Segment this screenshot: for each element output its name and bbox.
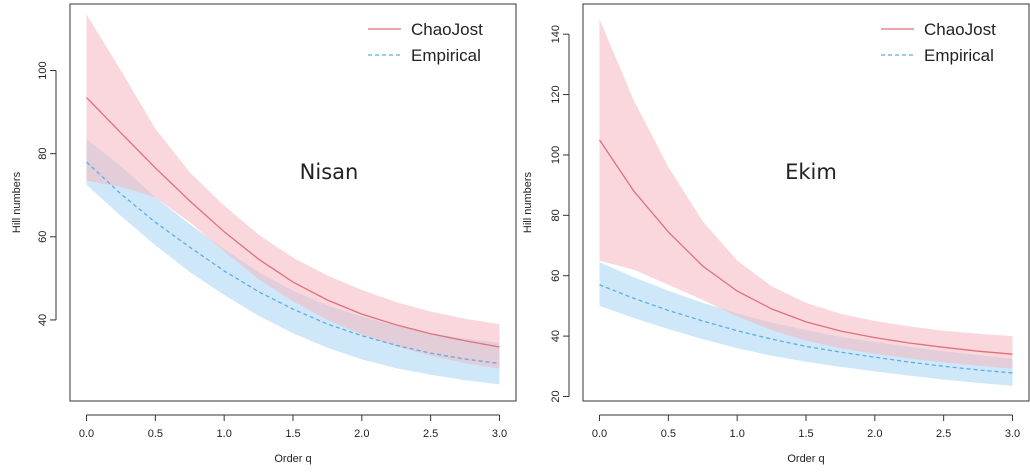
x-tick-label: 2.0: [354, 428, 369, 440]
y-tick-label: 60: [37, 231, 49, 243]
x-tick-label: 0.5: [148, 428, 163, 440]
y-tick-label: 60: [550, 270, 562, 282]
x-tick-label: 0.0: [592, 428, 607, 440]
x-axis-title: Order q: [274, 453, 311, 465]
x-tick-label: 1.5: [798, 428, 813, 440]
confidence-band-chaojost: [599, 19, 1013, 369]
x-tick-label: 0.0: [79, 428, 94, 440]
chart-panel-1: 0.0 0.5 1.0 1.5 2.0 2.5 3.0 40 60 80 100 Order q Hil…: [11, 3, 517, 465]
y-tick-label: 80: [37, 148, 49, 160]
panel-title: Ekim: [785, 160, 837, 184]
x-tick-label: 2.5: [936, 428, 951, 440]
legend-label-empirical: Empirical: [411, 46, 481, 65]
chart-panel-2: 0.0 0.5 1.0 1.5 2.0 2.5 3.0 20 40 60 80 100 120 140 Or…: [522, 3, 1030, 465]
plot-frame: [69, 3, 517, 402]
x-tick-label: 1.0: [730, 428, 745, 440]
x-tick-label: 1.5: [285, 428, 300, 440]
x-tick-label: 2.0: [867, 428, 882, 440]
x-tick-label: 1.0: [217, 428, 232, 440]
x-axis-title: Order q: [787, 453, 824, 465]
x-tick-label: 3.0: [1005, 428, 1020, 440]
y-axis-title: Hill numbers: [522, 171, 534, 233]
confidence-band-chaojost: [86, 14, 500, 369]
y-tick-label: 120: [550, 85, 562, 103]
legend-label-chaojost: ChaoJost: [411, 20, 483, 39]
y-tick-label: 40: [37, 314, 49, 326]
y-tick-label: 20: [550, 390, 562, 402]
x-tick-label: 3.0: [492, 428, 507, 440]
series-line-chaojost: [598, 139, 1013, 355]
series-line-chaojost: [86, 97, 500, 348]
series-line-empirical: [86, 161, 500, 365]
y-axis-title: Hill numbers: [11, 171, 23, 233]
legend-label-empirical: Empirical: [924, 46, 994, 65]
y-tick-label: 80: [550, 209, 562, 221]
x-tick-label: 0.5: [661, 428, 676, 440]
legend-label-chaojost: ChaoJost: [924, 20, 996, 39]
y-tick-label: 140: [550, 25, 562, 43]
series-line-empirical: [599, 284, 1013, 374]
plot-frame: [582, 3, 1030, 402]
panel-title: Nisan: [300, 160, 359, 184]
x-tick-label: 2.5: [423, 428, 438, 440]
y-tick-label: 40: [550, 330, 562, 342]
y-tick-label: 100: [37, 61, 49, 79]
y-tick-label: 100: [550, 146, 562, 164]
